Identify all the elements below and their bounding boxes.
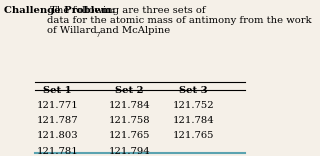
- Text: 121.784: 121.784: [109, 101, 150, 110]
- Text: 121.758: 121.758: [109, 116, 150, 125]
- Text: 121.765: 121.765: [173, 132, 214, 140]
- Text: Set 3: Set 3: [180, 86, 208, 95]
- Text: Set 2: Set 2: [116, 86, 144, 95]
- Text: Set 1: Set 1: [44, 86, 72, 95]
- Text: The following are three sets of
data for the atomic mass of antimony from the wo: The following are three sets of data for…: [47, 5, 312, 35]
- Text: 121.794: 121.794: [109, 147, 150, 156]
- Text: 121.803: 121.803: [37, 132, 79, 140]
- Text: Challenge Problem:: Challenge Problem:: [4, 5, 115, 15]
- Text: 121.771: 121.771: [37, 101, 79, 110]
- Text: 121.787: 121.787: [37, 116, 79, 125]
- Text: 121.781: 121.781: [37, 147, 79, 156]
- Text: 7: 7: [96, 31, 100, 39]
- Text: 121.784: 121.784: [173, 116, 215, 125]
- Text: 121.752: 121.752: [173, 101, 214, 110]
- Text: 121.765: 121.765: [109, 132, 150, 140]
